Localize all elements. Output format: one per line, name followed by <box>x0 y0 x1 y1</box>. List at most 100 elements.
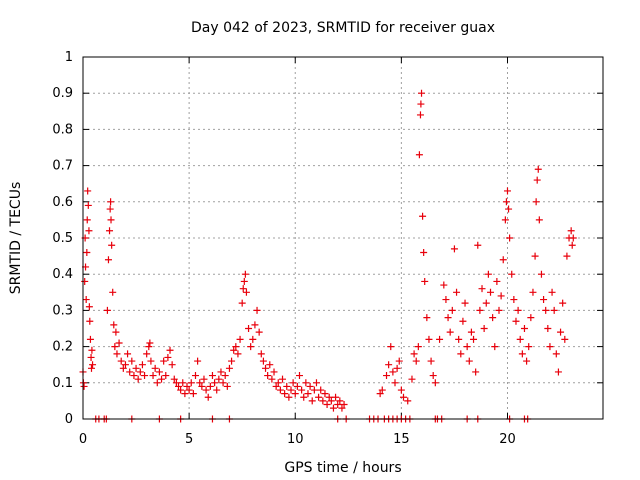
data-point <box>264 372 272 380</box>
plot-frame <box>82 56 604 420</box>
data-point <box>266 361 274 369</box>
data-point <box>425 335 433 343</box>
data-point <box>463 343 471 351</box>
data-point <box>478 285 486 293</box>
data-point <box>529 288 537 296</box>
data-point <box>306 382 314 390</box>
data-point <box>317 386 325 394</box>
y-tick-label: 0.3 <box>52 303 73 318</box>
data-point <box>503 187 511 195</box>
data-point <box>310 386 318 394</box>
data-point <box>569 234 577 242</box>
data-point <box>84 201 92 209</box>
data-point <box>508 270 516 278</box>
data-point <box>124 350 132 358</box>
data-point <box>87 353 95 361</box>
data-point <box>421 277 429 285</box>
data-point <box>239 285 247 293</box>
data-point <box>293 382 301 390</box>
data-point <box>431 379 439 387</box>
data-point <box>493 277 501 285</box>
data-point <box>162 372 170 380</box>
data-point <box>81 277 89 285</box>
data-point <box>482 299 490 307</box>
data-point <box>291 390 299 398</box>
data-point <box>336 397 344 405</box>
data-point <box>321 390 329 398</box>
data-point <box>327 397 335 405</box>
data-point <box>145 343 153 351</box>
data-point <box>393 364 401 372</box>
data-point <box>391 379 399 387</box>
data-point <box>497 292 505 300</box>
data-point <box>89 361 97 369</box>
data-point <box>559 299 567 307</box>
data-point <box>234 350 242 358</box>
data-point <box>557 328 565 336</box>
data-point <box>427 357 435 365</box>
data-point <box>215 375 223 383</box>
data-point <box>312 379 320 387</box>
data-point <box>251 321 259 329</box>
data-point <box>412 357 420 365</box>
data-point <box>253 306 261 314</box>
data-point <box>395 357 403 365</box>
y-tick-label: 0.5 <box>52 231 73 246</box>
y-tick-label: 0.9 <box>52 86 73 101</box>
data-point <box>527 314 535 322</box>
data-point <box>420 248 428 256</box>
data-point <box>506 234 514 242</box>
data-point <box>470 335 478 343</box>
data-point <box>189 390 197 398</box>
data-point <box>84 187 92 195</box>
data-point <box>179 379 187 387</box>
data-point <box>158 375 166 383</box>
data-point <box>130 372 138 380</box>
data-point <box>414 343 422 351</box>
data-point <box>308 397 316 405</box>
data-point <box>191 372 199 380</box>
data-point <box>136 368 144 376</box>
data-point <box>329 404 337 412</box>
data-points <box>79 89 577 423</box>
data-point <box>295 372 303 380</box>
data-point <box>542 306 550 314</box>
data-point <box>444 314 452 322</box>
data-point <box>153 379 161 387</box>
data-point <box>417 100 425 108</box>
data-point <box>200 375 208 383</box>
data-point <box>119 364 127 372</box>
data-point <box>567 227 575 235</box>
data-point <box>505 205 513 213</box>
data-point <box>459 317 467 325</box>
data-point <box>240 277 248 285</box>
data-point <box>285 393 293 401</box>
data-point <box>168 361 176 369</box>
data-point <box>187 379 195 387</box>
data-point <box>419 212 427 220</box>
data-point <box>340 401 348 409</box>
data-point <box>219 379 227 387</box>
data-point <box>534 165 542 173</box>
data-point <box>523 357 531 365</box>
data-point <box>561 335 569 343</box>
grid-lines <box>83 57 603 419</box>
data-point <box>230 346 238 354</box>
x-tick-label: 20 <box>499 432 516 447</box>
data-point <box>262 364 270 372</box>
data-point <box>213 386 221 394</box>
data-point <box>85 303 93 311</box>
y-tick-label: 1 <box>65 50 73 65</box>
data-point <box>225 364 233 372</box>
data-point <box>552 350 560 358</box>
data-point <box>86 317 94 325</box>
data-point <box>416 111 424 119</box>
data-point <box>166 346 174 354</box>
data-point <box>554 368 562 376</box>
data-point <box>87 364 95 372</box>
data-point <box>378 386 386 394</box>
data-point <box>88 346 96 354</box>
data-point <box>134 375 142 383</box>
data-point <box>537 270 545 278</box>
data-point <box>211 379 219 387</box>
